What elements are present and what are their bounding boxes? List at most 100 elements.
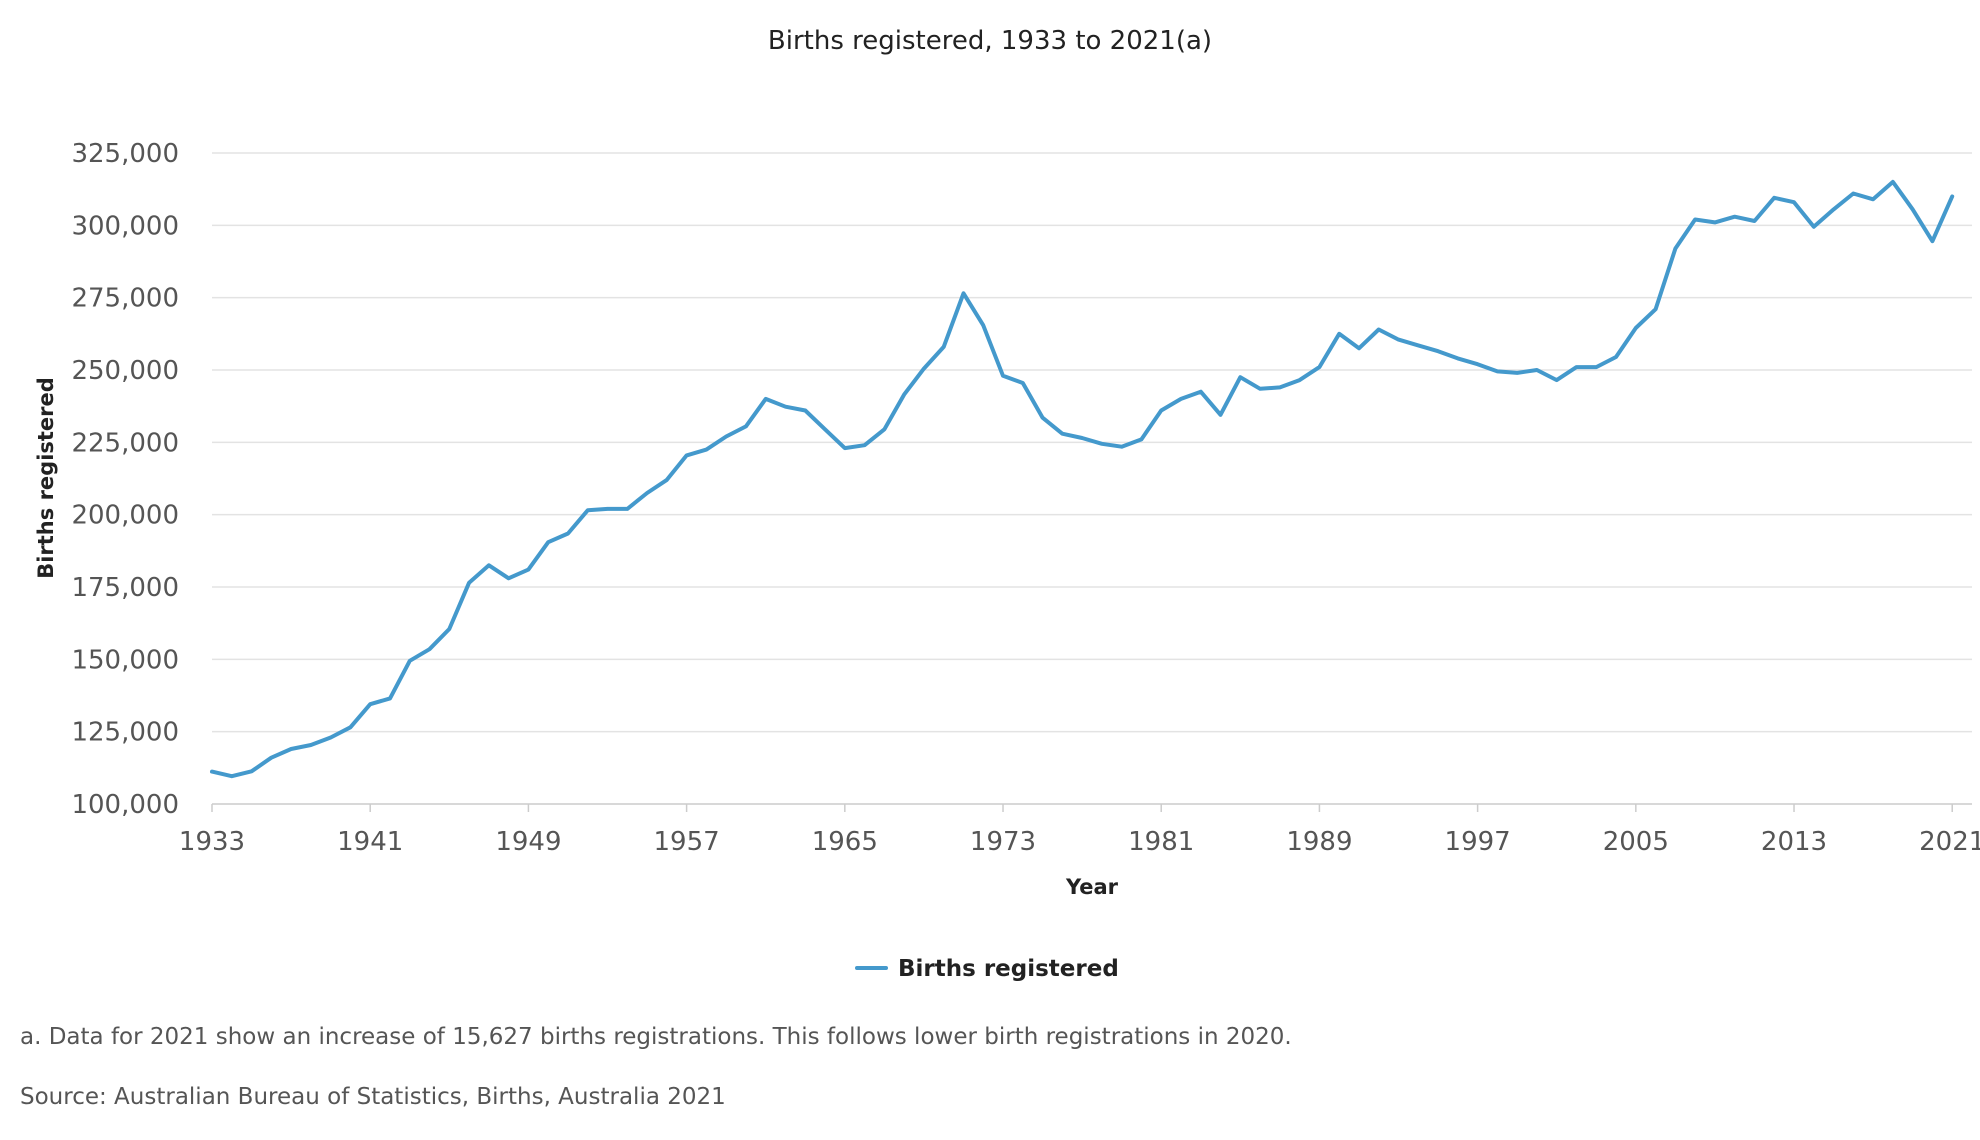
data-point[interactable] [1395, 336, 1403, 344]
data-point[interactable] [722, 433, 730, 441]
data-point[interactable] [485, 561, 493, 569]
data-point[interactable] [386, 694, 394, 702]
data-point[interactable] [1751, 217, 1759, 225]
data-point[interactable] [1573, 363, 1581, 371]
data-point[interactable] [1355, 344, 1363, 352]
data-point[interactable] [1731, 213, 1739, 221]
data-point[interactable] [1632, 324, 1640, 332]
y-tick-label: 250,000 [71, 356, 179, 386]
data-point[interactable] [1335, 330, 1343, 338]
data-point[interactable] [1177, 395, 1185, 403]
data-point[interactable] [1375, 326, 1383, 334]
data-point[interactable] [1276, 383, 1284, 391]
data-point[interactable] [1118, 443, 1126, 451]
data-point[interactable] [1078, 434, 1086, 442]
data-point[interactable] [762, 395, 770, 403]
data-point[interactable] [248, 767, 256, 775]
data-point[interactable] [1256, 385, 1264, 393]
data-point[interactable] [1414, 341, 1422, 349]
data-point[interactable] [1533, 366, 1541, 374]
data-point[interactable] [1236, 373, 1244, 381]
data-point[interactable] [584, 506, 592, 514]
data-point[interactable] [228, 772, 236, 780]
y-tick-label: 300,000 [71, 211, 179, 241]
data-point[interactable] [505, 574, 513, 582]
data-point[interactable] [1869, 195, 1877, 203]
y-tick-label: 200,000 [71, 501, 179, 531]
data-point[interactable] [1671, 245, 1679, 253]
data-point[interactable] [1019, 379, 1027, 387]
data-point[interactable] [1849, 190, 1857, 198]
data-point[interactable] [1296, 376, 1304, 384]
data-point[interactable] [1652, 305, 1660, 313]
data-point[interactable] [346, 723, 354, 731]
data-point[interactable] [999, 372, 1007, 380]
y-tick-label: 125,000 [71, 718, 179, 748]
data-point[interactable] [1612, 353, 1620, 361]
data-point[interactable] [1434, 347, 1442, 355]
data-point[interactable] [267, 754, 275, 762]
data-point[interactable] [742, 422, 750, 430]
data-point[interactable] [544, 538, 552, 546]
data-point[interactable] [1948, 192, 1956, 200]
data-point[interactable] [465, 579, 473, 587]
data-point[interactable] [1217, 411, 1225, 419]
data-point[interactable] [643, 489, 651, 497]
x-tick-label: 1973 [970, 827, 1036, 857]
data-point[interactable] [1039, 414, 1047, 422]
data-point[interactable] [841, 444, 849, 452]
data-point[interactable] [445, 625, 453, 633]
data-point[interactable] [1770, 194, 1778, 202]
data-point[interactable] [801, 407, 809, 415]
data-point[interactable] [663, 476, 671, 484]
data-point[interactable] [287, 745, 295, 753]
y-axis-title: Births registered [34, 377, 58, 579]
data-point[interactable] [1513, 369, 1521, 377]
x-tick-label: 1981 [1128, 827, 1194, 857]
data-point[interactable] [1830, 205, 1838, 213]
data-point[interactable] [940, 343, 948, 351]
data-point[interactable] [1711, 218, 1719, 226]
data-point[interactable] [1157, 407, 1165, 415]
data-point[interactable] [1315, 363, 1323, 371]
data-point[interactable] [564, 530, 572, 538]
data-point[interactable] [426, 645, 434, 653]
data-point[interactable] [979, 321, 987, 329]
x-axis-title: Year [1065, 875, 1119, 899]
data-point[interactable] [900, 391, 908, 399]
data-point[interactable] [821, 425, 829, 433]
data-point[interactable] [1454, 354, 1462, 362]
data-point[interactable] [1553, 376, 1561, 384]
data-point[interactable] [1098, 440, 1106, 448]
data-point[interactable] [1889, 178, 1897, 186]
data-point[interactable] [1058, 430, 1066, 438]
data-point[interactable] [1137, 435, 1145, 443]
data-point[interactable] [307, 741, 315, 749]
series-line-births-registered[interactable] [210, 179, 1955, 779]
data-point[interactable] [960, 289, 968, 297]
data-point[interactable] [1493, 367, 1501, 375]
data-point[interactable] [1592, 363, 1600, 371]
data-point[interactable] [208, 768, 216, 776]
data-point[interactable] [604, 505, 612, 513]
legend[interactable]: Births registered [855, 956, 1119, 982]
data-point[interactable] [524, 566, 532, 574]
data-point[interactable] [880, 425, 888, 433]
data-point[interactable] [920, 365, 928, 373]
data-point[interactable] [623, 505, 631, 513]
x-tick-label: 1957 [654, 827, 720, 857]
data-point[interactable] [327, 734, 335, 742]
data-point[interactable] [1474, 360, 1482, 368]
data-point[interactable] [702, 446, 710, 454]
data-point[interactable] [861, 441, 869, 449]
data-point[interactable] [1691, 216, 1699, 224]
data-point[interactable] [782, 403, 790, 411]
data-point[interactable] [1928, 237, 1936, 245]
data-point[interactable] [366, 700, 374, 708]
data-point[interactable] [1197, 388, 1205, 396]
data-point[interactable] [406, 657, 414, 665]
data-point[interactable] [1909, 205, 1917, 213]
data-point[interactable] [1810, 223, 1818, 231]
data-point[interactable] [683, 451, 691, 459]
data-point[interactable] [1790, 198, 1798, 206]
